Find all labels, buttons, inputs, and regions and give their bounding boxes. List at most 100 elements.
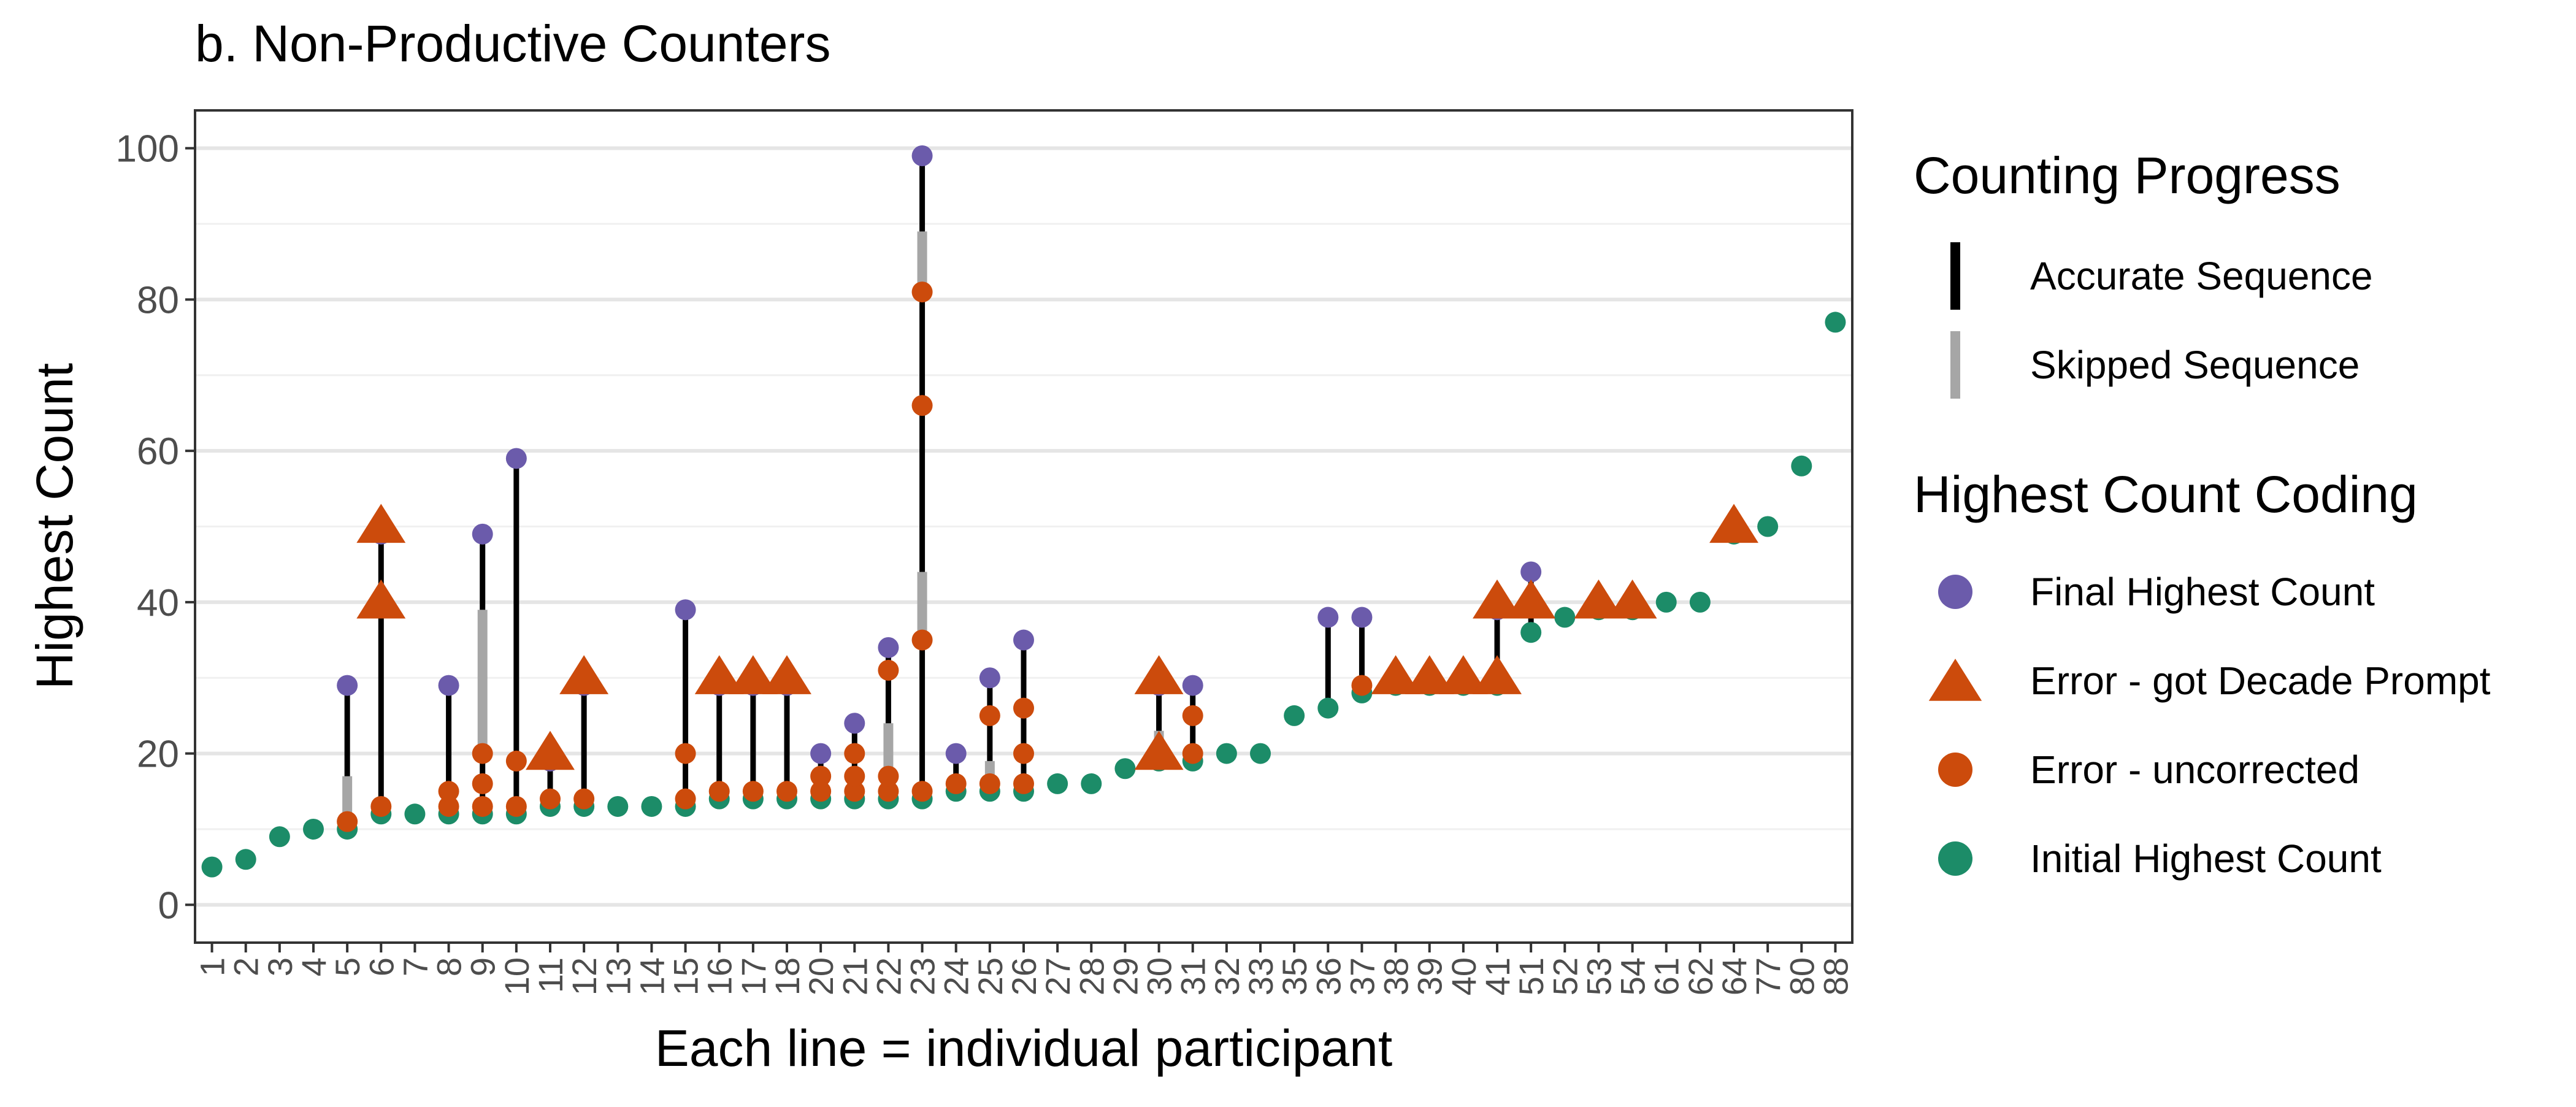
legend-label: Skipped Sequence bbox=[2030, 343, 2359, 387]
error-uncorrected-point bbox=[810, 765, 832, 787]
error-decade-prompt-point bbox=[1506, 579, 1556, 619]
initial-highest-count-point bbox=[235, 849, 256, 870]
error-decade-prompt-point bbox=[1473, 655, 1522, 694]
error-uncorrected-point bbox=[472, 795, 493, 817]
error-uncorrected-point bbox=[370, 795, 392, 817]
x-tick-label: 16 bbox=[700, 957, 739, 995]
x-tick-label: 3 bbox=[261, 957, 299, 976]
initial-highest-count-point bbox=[269, 826, 290, 848]
legend-label: Error - uncorrected bbox=[2030, 748, 2359, 792]
error-uncorrected-point bbox=[573, 788, 595, 810]
x-tick-label: 27 bbox=[1038, 957, 1077, 995]
error-uncorrected-point bbox=[979, 773, 1000, 794]
x-tick-label: 28 bbox=[1072, 957, 1111, 995]
y-axis-title: Highest Count bbox=[26, 363, 83, 689]
final-highest-count-point bbox=[505, 448, 527, 469]
error-decade-prompt-point bbox=[694, 655, 744, 694]
error-uncorrected-point bbox=[911, 629, 933, 651]
error-uncorrected-point bbox=[505, 750, 527, 772]
error-uncorrected-point bbox=[878, 659, 899, 681]
initial-highest-count-point bbox=[1250, 743, 1271, 764]
error-uncorrected-point bbox=[675, 743, 696, 764]
x-tick-label: 77 bbox=[1749, 957, 1787, 995]
error-decade-prompt-point bbox=[1134, 730, 1184, 770]
initial-highest-count-point bbox=[404, 803, 426, 825]
legend-label: Error - got Decade Prompt bbox=[2030, 659, 2491, 703]
x-tick-label: 22 bbox=[869, 957, 908, 995]
error-decade-prompt-point bbox=[1473, 579, 1522, 619]
error-uncorrected-point bbox=[675, 788, 696, 810]
error-decade-prompt-point bbox=[559, 655, 609, 694]
y-tick-label: 40 bbox=[137, 582, 179, 624]
error-uncorrected-point bbox=[438, 795, 459, 817]
x-tick-label: 35 bbox=[1275, 957, 1314, 995]
final-highest-count-point bbox=[1520, 561, 1542, 583]
error-uncorrected-point bbox=[742, 781, 764, 802]
x-tick-label: 51 bbox=[1512, 957, 1551, 995]
x-tick-label: 54 bbox=[1614, 957, 1652, 995]
error-uncorrected-point bbox=[878, 765, 899, 787]
legend-label: Final Highest Count bbox=[2030, 570, 2375, 614]
x-tick-label: 41 bbox=[1478, 957, 1517, 995]
error-decade-prompt-point bbox=[1371, 655, 1420, 694]
x-tick-label: 15 bbox=[667, 957, 705, 995]
x-axis-title: Each line = individual participant bbox=[655, 1019, 1392, 1077]
error-uncorrected-point bbox=[1351, 675, 1373, 696]
error-uncorrected-point bbox=[1013, 773, 1034, 794]
x-tick-label: 18 bbox=[768, 957, 807, 995]
legend: Counting Progress Accurate Sequence Skippe… bbox=[1914, 147, 2491, 881]
x-tick-label: 5 bbox=[328, 957, 367, 976]
error-uncorrected-point bbox=[911, 781, 933, 802]
x-tick-label: 17 bbox=[734, 957, 773, 995]
error-decade-prompt-point bbox=[526, 730, 575, 770]
error-uncorrected-point bbox=[1182, 743, 1203, 764]
x-tick-label: 13 bbox=[599, 957, 637, 995]
final-highest-count-point bbox=[337, 675, 358, 696]
error-decade-prompt-point bbox=[1405, 655, 1454, 694]
x-tick-label: 25 bbox=[971, 957, 1010, 995]
x-tick-label: 24 bbox=[937, 957, 976, 995]
initial-highest-count-point bbox=[1284, 705, 1305, 726]
legend-label: Initial Highest Count bbox=[2030, 837, 2382, 881]
initial-highest-count-point bbox=[1520, 622, 1542, 643]
x-tick-label: 39 bbox=[1411, 957, 1449, 995]
axis-layer: 0204060801001234567891011121314151617182… bbox=[116, 128, 1855, 996]
legend-initial-highest-count-key bbox=[1938, 841, 1972, 876]
error-uncorrected-point bbox=[776, 781, 797, 802]
y-tick-label: 80 bbox=[137, 279, 179, 321]
x-tick-label: 33 bbox=[1241, 957, 1280, 995]
error-uncorrected-point bbox=[540, 788, 561, 810]
initial-highest-count-point bbox=[1081, 773, 1102, 794]
legend-error-decade-prompt-key bbox=[1928, 659, 1982, 701]
x-tick-label: 61 bbox=[1647, 957, 1686, 995]
x-tick-label: 21 bbox=[835, 957, 874, 995]
y-tick-label: 100 bbox=[116, 128, 179, 170]
error-decade-prompt-point bbox=[1134, 655, 1184, 694]
x-tick-label: 1 bbox=[193, 957, 232, 976]
final-highest-count-point bbox=[472, 523, 493, 545]
error-decade-prompt-point bbox=[1709, 504, 1758, 543]
final-highest-count-point bbox=[1317, 607, 1339, 628]
error-uncorrected-point bbox=[844, 781, 865, 802]
error-uncorrected-point bbox=[472, 743, 493, 764]
error-uncorrected-point bbox=[844, 765, 865, 787]
error-decade-prompt-point bbox=[1574, 579, 1623, 619]
error-uncorrected-point bbox=[810, 781, 832, 802]
error-decade-prompt-point bbox=[728, 655, 778, 694]
initial-highest-count-point bbox=[1216, 743, 1237, 764]
final-highest-count-point bbox=[810, 743, 832, 764]
x-tick-label: 11 bbox=[531, 957, 570, 993]
error-uncorrected-point bbox=[911, 282, 933, 303]
initial-highest-count-point bbox=[1689, 591, 1711, 613]
x-tick-label: 9 bbox=[464, 957, 502, 976]
error-decade-prompt-point bbox=[356, 504, 406, 543]
error-decade-prompt-point bbox=[1438, 655, 1488, 694]
x-tick-label: 38 bbox=[1377, 957, 1416, 995]
x-tick-label: 23 bbox=[903, 957, 942, 995]
x-tick-label: 80 bbox=[1782, 957, 1821, 995]
error-uncorrected-point bbox=[337, 811, 358, 832]
x-tick-label: 7 bbox=[396, 957, 434, 976]
x-tick-label: 4 bbox=[294, 957, 333, 976]
initial-highest-count-point bbox=[1554, 607, 1576, 628]
final-highest-count-point bbox=[1351, 607, 1373, 628]
